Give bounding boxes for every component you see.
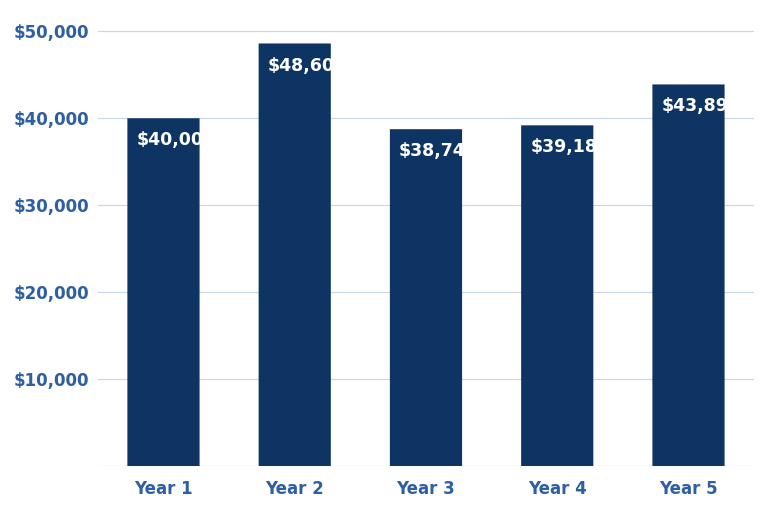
Text: $40,000: $40,000	[137, 131, 216, 150]
FancyBboxPatch shape	[127, 118, 200, 466]
FancyBboxPatch shape	[259, 44, 331, 466]
FancyBboxPatch shape	[521, 125, 594, 466]
FancyBboxPatch shape	[652, 84, 724, 466]
Text: $43,890: $43,890	[661, 97, 740, 116]
Text: $38,745: $38,745	[399, 142, 478, 160]
FancyBboxPatch shape	[390, 129, 462, 466]
Text: $48,600: $48,600	[268, 56, 347, 75]
Text: $39,188: $39,188	[531, 138, 610, 156]
